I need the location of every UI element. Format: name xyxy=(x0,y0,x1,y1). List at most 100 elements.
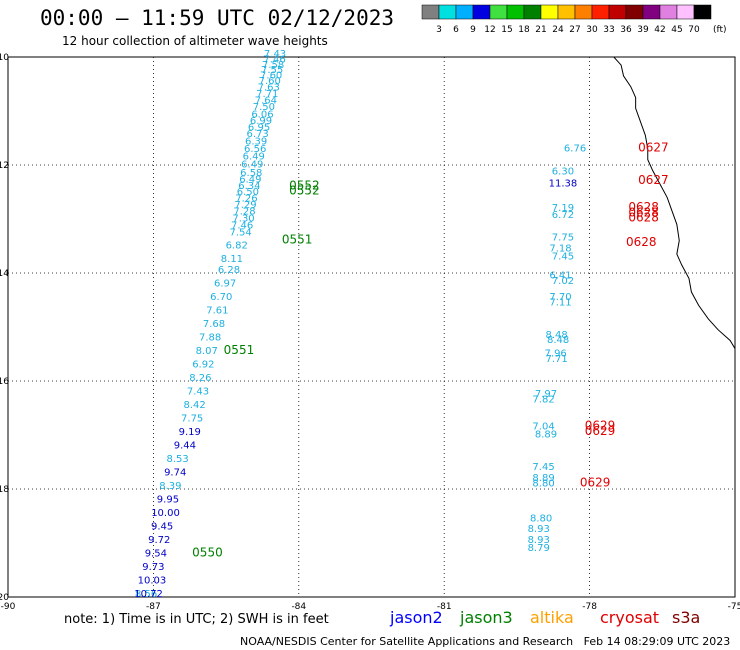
pass-label: 0552 xyxy=(289,184,320,198)
wave-height-value: 9.72 xyxy=(148,535,170,546)
wave-height-value: 7.58 xyxy=(262,60,284,71)
x-tick-label: -75 xyxy=(728,602,740,612)
wave-height-value: 7.26 xyxy=(235,194,257,205)
colorbar-swatch xyxy=(642,4,661,20)
pass-label: 0629 xyxy=(585,424,616,438)
wave-height-value: 7.46 xyxy=(263,54,285,65)
colorbar-label: 9 xyxy=(470,25,476,35)
wave-height-value: 7.43 xyxy=(187,387,209,398)
colorbar-swatch xyxy=(489,4,508,20)
wave-height-value: 9.54 xyxy=(145,549,167,560)
wave-height-value: 8.42 xyxy=(183,400,205,411)
plot-frame xyxy=(7,56,736,598)
pass-label: 0628 xyxy=(628,211,659,225)
colorbar-swatch xyxy=(574,4,593,20)
wave-height-value: 7.60 xyxy=(260,71,282,82)
colorbar-swatch xyxy=(676,4,695,20)
wave-height-value: 9.44 xyxy=(174,441,196,452)
wave-height-value: 6.41 xyxy=(549,270,571,281)
pass-label: 0552 xyxy=(289,178,320,192)
x-tick-label: -84 xyxy=(291,602,306,612)
wave-height-value: 9.74 xyxy=(164,468,186,479)
colorbar-swatch xyxy=(557,4,576,20)
wave-height-value: 6.76 xyxy=(564,144,586,155)
colorbar-swatch xyxy=(506,4,525,20)
pass-label: 0628 xyxy=(628,205,659,219)
wave-height-value: 10.03 xyxy=(138,576,167,587)
wave-height-value: 7.55 xyxy=(261,65,283,76)
colorbar-swatch xyxy=(472,4,491,20)
wave-height-value: 6.82 xyxy=(226,241,248,252)
wave-height-value: 6.99 xyxy=(250,116,272,127)
y-tick-label: -18 xyxy=(0,485,9,495)
wave-height-value: 6.28 xyxy=(218,265,240,276)
chart-title: 00:00 – 11:59 UTC 02/12/2023 xyxy=(40,6,395,30)
legend-altika: altika xyxy=(530,608,574,627)
colorbar-swatch xyxy=(455,4,474,20)
wave-height-value: 7.28 xyxy=(233,207,255,218)
pass-label: 0628 xyxy=(626,235,657,249)
colorbar-label: 6 xyxy=(453,25,459,35)
pass-label: 0627 xyxy=(638,141,669,155)
wave-height-value: 7.70 xyxy=(549,292,571,303)
wave-height-value: 7.19 xyxy=(552,203,574,214)
wave-height-value: 11.38 xyxy=(549,179,578,190)
colorbar-swatch xyxy=(540,4,559,20)
wave-height-value: 7.11 xyxy=(549,297,571,308)
wave-height-value: 7.88 xyxy=(199,333,221,344)
wave-height-value: 6.49 xyxy=(243,152,265,163)
wave-height-value: 8.79 xyxy=(528,543,550,554)
wave-height-value: 8.89 xyxy=(535,430,557,441)
pass-label: 0628 xyxy=(628,200,659,214)
wave-height-value: 7.45 xyxy=(552,252,574,263)
colorbar-label: 39 xyxy=(637,25,649,35)
wave-height-value: 9.45 xyxy=(151,522,173,533)
wave-height-value: 8.53 xyxy=(167,454,189,465)
wave-height-value: 7.04 xyxy=(532,422,554,433)
wave-height-value: 6.92 xyxy=(192,360,214,371)
colorbar-swatch xyxy=(438,4,457,20)
colorbar-swatch xyxy=(625,4,644,20)
legend-s3a: s3a xyxy=(672,608,701,627)
wave-height-value: 6.39 xyxy=(245,136,267,147)
wave-height-value: 7.71 xyxy=(256,89,278,100)
wave-height-value: 7.64 xyxy=(255,95,277,106)
chart-subtitle: 12 hour collection of altimeter wave hei… xyxy=(62,34,328,48)
wave-height-value: 8.56 xyxy=(135,589,157,600)
wave-height-value: 8.80 xyxy=(532,478,554,489)
colorbar-swatch xyxy=(421,4,440,20)
wave-height-value: 7.61 xyxy=(206,306,228,317)
wave-height-value: 7.50 xyxy=(253,102,275,113)
wave-height-value: 7.96 xyxy=(545,349,567,360)
colorbar-label: 70 xyxy=(688,25,700,35)
wave-height-value: 8.26 xyxy=(189,373,211,384)
x-tick-label: -78 xyxy=(582,602,597,612)
wave-height-value: 6.73 xyxy=(246,129,268,140)
wave-height-value: 8.11 xyxy=(221,254,243,265)
x-tick-label: -90 xyxy=(1,602,16,612)
wave-height-value: 6.34 xyxy=(238,181,260,192)
wave-height-value: 7.29 xyxy=(234,200,256,211)
pass-label: 0627 xyxy=(638,173,669,187)
pass-label: 0629 xyxy=(580,475,611,489)
x-tick-label: -87 xyxy=(146,602,161,612)
colorbar-label: 3 xyxy=(436,25,442,35)
colorbar-unit: (ft) xyxy=(713,25,727,35)
legend-jason2: jason2 xyxy=(390,608,443,627)
pass-label: 0551 xyxy=(282,232,313,246)
y-tick-label: -20 xyxy=(0,593,9,603)
wave-height-value: 6.72 xyxy=(552,210,574,221)
wave-height-value: 7.54 xyxy=(230,228,252,239)
pass-label: 0550 xyxy=(192,546,223,560)
wave-height-value: 7.45 xyxy=(532,462,554,473)
wave-height-value: 6.58 xyxy=(240,168,262,179)
wave-height-value: 10.72 xyxy=(134,589,163,600)
pass-label: 0551 xyxy=(224,343,255,357)
wave-height-value: 7.18 xyxy=(549,243,571,254)
wave-height-value: 8.93 xyxy=(528,524,550,535)
wave-height-value: 8.89 xyxy=(532,473,554,484)
wave-height-value: 7.82 xyxy=(532,395,554,406)
wave-height-value: 9.73 xyxy=(142,562,164,573)
wave-height-value: 9.95 xyxy=(157,495,179,506)
